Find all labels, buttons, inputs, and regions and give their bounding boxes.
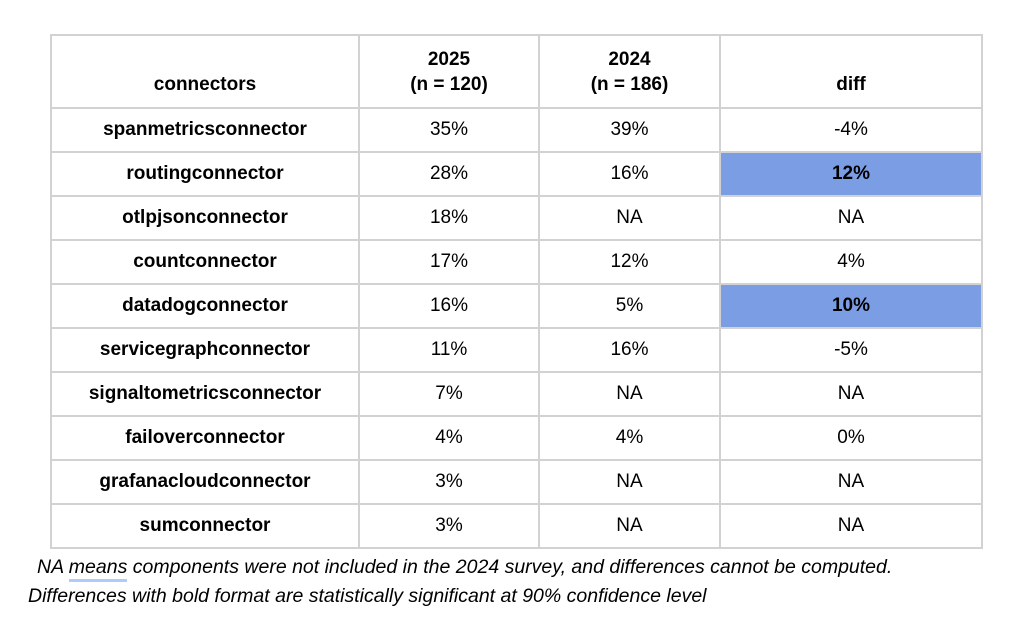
diff-cell: NA bbox=[719, 371, 983, 417]
pct-2024-cell: NA bbox=[538, 503, 721, 549]
pct-2025-cell: 35% bbox=[358, 107, 540, 153]
pct-2024-cell: 4% bbox=[538, 415, 721, 461]
footnote-line-1: NA means components were not included in… bbox=[28, 553, 1003, 582]
footnote-line-2: Differences with bold format are statist… bbox=[28, 585, 707, 607]
column-header-diff: diff bbox=[719, 34, 983, 109]
pct-2025-cell: 3% bbox=[358, 459, 540, 505]
pct-2025-cell: 11% bbox=[358, 327, 540, 373]
diff-cell: -4% bbox=[719, 107, 983, 153]
table-row: spanmetricsconnector 35% 39% -4% bbox=[50, 107, 983, 153]
connector-name-cell: servicegraphconnector bbox=[50, 327, 360, 373]
table-row: signaltometricsconnector 7% NA NA bbox=[50, 371, 983, 417]
connector-name-cell: sumconnector bbox=[50, 503, 360, 549]
connector-name-cell: countconnector bbox=[50, 239, 360, 285]
pct-2025-cell: 7% bbox=[358, 371, 540, 417]
footnote: NA means components were not included in… bbox=[28, 553, 1003, 611]
table-header-row: connectors 2025 (n = 120) 2024 (n = 186)… bbox=[50, 34, 983, 109]
pct-2025-cell: 16% bbox=[358, 283, 540, 329]
pct-2024-cell: NA bbox=[538, 459, 721, 505]
table-body: spanmetricsconnector 35% 39% -4% routingconn… bbox=[50, 107, 983, 549]
diff-cell: 4% bbox=[719, 239, 983, 285]
pct-2024-cell: 39% bbox=[538, 107, 721, 153]
diff-cell: NA bbox=[719, 503, 983, 549]
connectors-survey-table: connectors 2025 (n = 120) 2024 (n = 186)… bbox=[50, 34, 983, 549]
table-row: grafanacloudconnector 3% NA NA bbox=[50, 459, 983, 505]
connector-name-cell: otlpjsonconnector bbox=[50, 195, 360, 241]
connector-name-cell: spanmetricsconnector bbox=[50, 107, 360, 153]
diff-cell: 12% bbox=[719, 151, 983, 197]
connector-name-cell: routingconnector bbox=[50, 151, 360, 197]
table-row: otlpjsonconnector 18% NA NA bbox=[50, 195, 983, 241]
table-row: routingconnector 28% 16% 12% bbox=[50, 151, 983, 197]
pct-2024-cell: 16% bbox=[538, 151, 721, 197]
pct-2024-cell: 16% bbox=[538, 327, 721, 373]
pct-2025-cell: 3% bbox=[358, 503, 540, 549]
connector-name-cell: grafanacloudconnector bbox=[50, 459, 360, 505]
table-row: countconnector 17% 12% 4% bbox=[50, 239, 983, 285]
diff-cell: -5% bbox=[719, 327, 983, 373]
table-row: failoverconnector 4% 4% 0% bbox=[50, 415, 983, 461]
column-header-2024: 2024 (n = 186) bbox=[538, 34, 721, 109]
pct-2025-cell: 17% bbox=[358, 239, 540, 285]
connector-name-cell: datadogconnector bbox=[50, 283, 360, 329]
diff-cell: 0% bbox=[719, 415, 983, 461]
pct-2024-cell: NA bbox=[538, 195, 721, 241]
column-header-connectors: connectors bbox=[50, 34, 360, 109]
table-row: sumconnector 3% NA NA bbox=[50, 503, 983, 549]
pct-2025-cell: 18% bbox=[358, 195, 540, 241]
column-header-2025: 2025 (n = 120) bbox=[358, 34, 540, 109]
pct-2025-cell: 28% bbox=[358, 151, 540, 197]
pct-2024-cell: 12% bbox=[538, 239, 721, 285]
table-row: servicegraphconnector 11% 16% -5% bbox=[50, 327, 983, 373]
table-row: datadogconnector 16% 5% 10% bbox=[50, 283, 983, 329]
pct-2025-cell: 4% bbox=[358, 415, 540, 461]
diff-cell: 10% bbox=[719, 283, 983, 329]
pct-2024-cell: 5% bbox=[538, 283, 721, 329]
diff-cell: NA bbox=[719, 459, 983, 505]
diff-cell: NA bbox=[719, 195, 983, 241]
pct-2024-cell: NA bbox=[538, 371, 721, 417]
connector-name-cell: signaltometricsconnector bbox=[50, 371, 360, 417]
footnote-underlined-word: means bbox=[68, 556, 128, 582]
footnote-line1-suffix: components were not included in the 2024… bbox=[127, 556, 893, 578]
footnote-na-prefix: NA bbox=[37, 556, 69, 578]
connector-name-cell: failoverconnector bbox=[50, 415, 360, 461]
